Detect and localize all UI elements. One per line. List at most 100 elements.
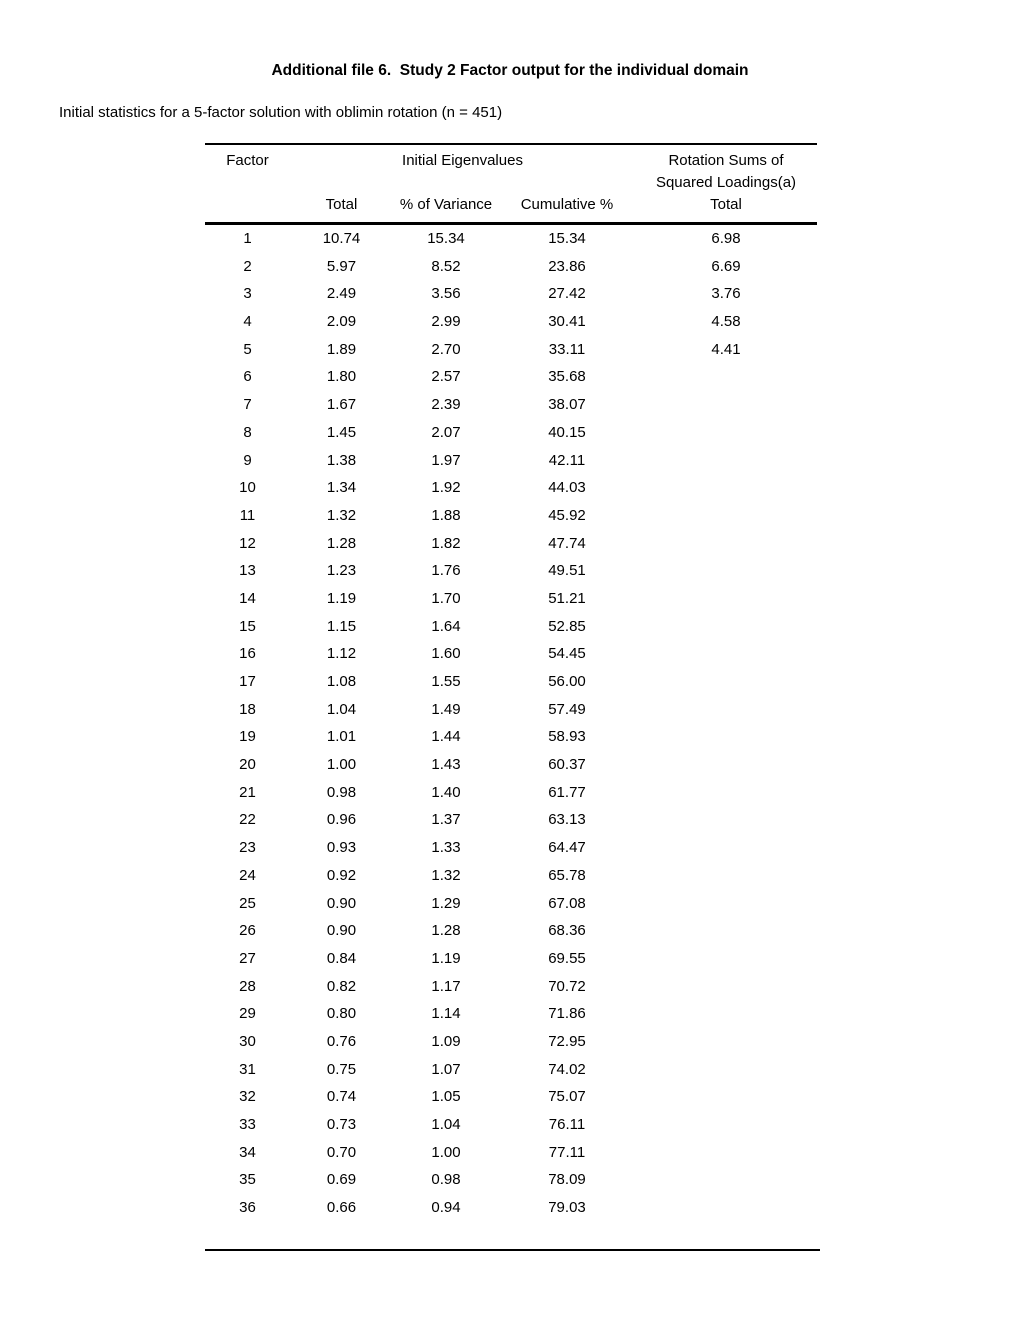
cell-total: 0.80 — [326, 1005, 357, 1023]
cell-cumulative-pct: 58.93 — [548, 728, 586, 746]
cell-rotation-total — [635, 447, 817, 475]
cell-rotation-total — [635, 1111, 817, 1139]
cell-pct-of-variance: 1.76 — [431, 562, 461, 580]
cell-factor: 7 — [243, 396, 252, 414]
cell-total: 1.01 — [326, 728, 357, 746]
cell-pct-of-variance: 1.29 — [431, 894, 461, 912]
cell-factor: 20 — [239, 756, 256, 774]
cell-rotation-total — [635, 1028, 817, 1056]
cell-pct-of-variance: 1.97 — [431, 451, 461, 469]
cell-rotation-total — [635, 363, 817, 391]
table-bottom-rule — [205, 1249, 820, 1251]
header-spacer — [205, 194, 290, 216]
cell-factor: 30 — [239, 1032, 256, 1050]
cell-factor: 16 — [239, 645, 256, 663]
table-row: 7 1.67 2.39 38.07 — [205, 391, 817, 419]
cell-total: 1.38 — [326, 451, 357, 469]
cell-factor: 12 — [239, 534, 256, 552]
header-rotation-sums: Rotation Sums of Squared Loadings(a) — [635, 150, 817, 194]
header-pct-of-variance: % of Variance — [399, 196, 493, 213]
cell-rotation-total — [635, 945, 817, 973]
cell-total: 0.76 — [326, 1032, 357, 1050]
table-row: 12 1.28 1.82 47.74 — [205, 530, 817, 558]
cell-cumulative-pct: 77.11 — [548, 1143, 586, 1161]
cell-cumulative-pct: 27.42 — [548, 285, 586, 303]
header-factor: Factor — [226, 152, 269, 169]
cell-total: 0.75 — [326, 1060, 357, 1078]
table-row: 18 1.04 1.49 57.49 — [205, 696, 817, 724]
cell-total: 1.32 — [326, 506, 357, 524]
table-row: 8 1.45 2.07 40.15 — [205, 419, 817, 447]
cell-total: 0.90 — [326, 894, 357, 912]
cell-total: 1.80 — [326, 368, 357, 386]
cell-rotation-total: 4.58 — [711, 313, 741, 331]
cell-rotation-total — [635, 834, 817, 862]
cell-total: 10.74 — [322, 230, 361, 247]
cell-cumulative-pct: 42.11 — [548, 451, 586, 469]
cell-factor: 31 — [239, 1060, 256, 1078]
cell-pct-of-variance: 1.64 — [431, 617, 461, 635]
cell-pct-of-variance: 1.88 — [431, 506, 461, 524]
cell-cumulative-pct: 30.41 — [548, 313, 586, 331]
cell-cumulative-pct: 52.85 — [548, 617, 586, 635]
cell-pct-of-variance: 2.99 — [431, 313, 461, 331]
cell-total: 0.84 — [326, 949, 357, 967]
cell-total: 1.67 — [326, 396, 357, 414]
cell-rotation-total — [635, 696, 817, 724]
header-rotation-sums-line2: Squared Loadings(a) — [655, 174, 797, 191]
cell-pct-of-variance: 1.28 — [431, 922, 461, 940]
cell-cumulative-pct: 63.13 — [548, 811, 586, 829]
cell-factor: 32 — [239, 1088, 256, 1106]
cell-pct-of-variance: 1.19 — [431, 949, 461, 967]
cell-pct-of-variance: 1.09 — [431, 1032, 461, 1050]
cell-rotation-total — [635, 890, 817, 918]
cell-pct-of-variance: 0.98 — [431, 1171, 461, 1189]
cell-total: 0.96 — [326, 811, 357, 829]
cell-pct-of-variance: 1.92 — [431, 479, 461, 497]
table-header: Factor Initial Eigenvalues Rotation Sums… — [205, 145, 817, 222]
cell-factor: 28 — [239, 977, 256, 995]
cell-rotation-total — [635, 1194, 817, 1222]
cell-factor: 24 — [239, 866, 256, 884]
cell-total: 0.74 — [326, 1088, 357, 1106]
cell-pct-of-variance: 1.05 — [431, 1088, 461, 1106]
cell-cumulative-pct: 51.21 — [548, 589, 586, 607]
cell-rotation-total — [635, 1056, 817, 1084]
cell-total: 1.45 — [326, 423, 357, 441]
table-row: 21 0.98 1.40 61.77 — [205, 779, 817, 807]
table-row: 15 1.15 1.64 52.85 — [205, 613, 817, 641]
cell-cumulative-pct: 47.74 — [548, 534, 586, 552]
cell-total: 0.70 — [326, 1143, 357, 1161]
cell-pct-of-variance: 0.94 — [431, 1199, 461, 1217]
cell-cumulative-pct: 79.03 — [548, 1199, 586, 1217]
cell-factor: 29 — [239, 1005, 256, 1023]
cell-total: 0.82 — [326, 977, 357, 995]
cell-factor: 10 — [239, 479, 256, 497]
table-row: 14 1.19 1.70 51.21 — [205, 585, 817, 613]
cell-cumulative-pct: 75.07 — [548, 1088, 586, 1106]
table-row: 13 1.23 1.76 49.51 — [205, 557, 817, 585]
table-header-group-row: Factor Initial Eigenvalues Rotation Sums… — [205, 150, 817, 194]
cell-total: 1.08 — [326, 673, 357, 690]
cell-cumulative-pct: 71.86 — [548, 1005, 586, 1023]
cell-pct-of-variance: 1.04 — [431, 1116, 461, 1133]
cell-cumulative-pct: 38.07 — [548, 396, 586, 414]
header-rotation-sums-line1: Rotation Sums of — [668, 152, 784, 169]
table-body: 1 10.74 15.34 15.34 6.98 2 5.97 8.52 23.… — [205, 225, 817, 1222]
cell-rotation-total — [635, 862, 817, 890]
table-row: 36 0.66 0.94 79.03 — [205, 1194, 817, 1222]
cell-rotation-total — [635, 474, 817, 502]
cell-pct-of-variance: 15.34 — [427, 230, 465, 247]
table-row: 20 1.00 1.43 60.37 — [205, 751, 817, 779]
table-row: 26 0.90 1.28 68.36 — [205, 917, 817, 945]
header-rotation-total: Total — [710, 196, 742, 213]
cell-rotation-total: 4.41 — [711, 340, 741, 358]
cell-rotation-total — [635, 530, 817, 558]
cell-total: 0.98 — [326, 783, 357, 801]
cell-total: 1.34 — [326, 479, 357, 497]
table-row: 33 0.73 1.04 76.11 — [205, 1111, 817, 1139]
cell-cumulative-pct: 57.49 — [548, 700, 586, 718]
cell-pct-of-variance: 3.56 — [431, 285, 461, 303]
cell-pct-of-variance: 1.40 — [431, 783, 461, 801]
table-row: 17 1.08 1.55 56.00 — [205, 668, 817, 696]
